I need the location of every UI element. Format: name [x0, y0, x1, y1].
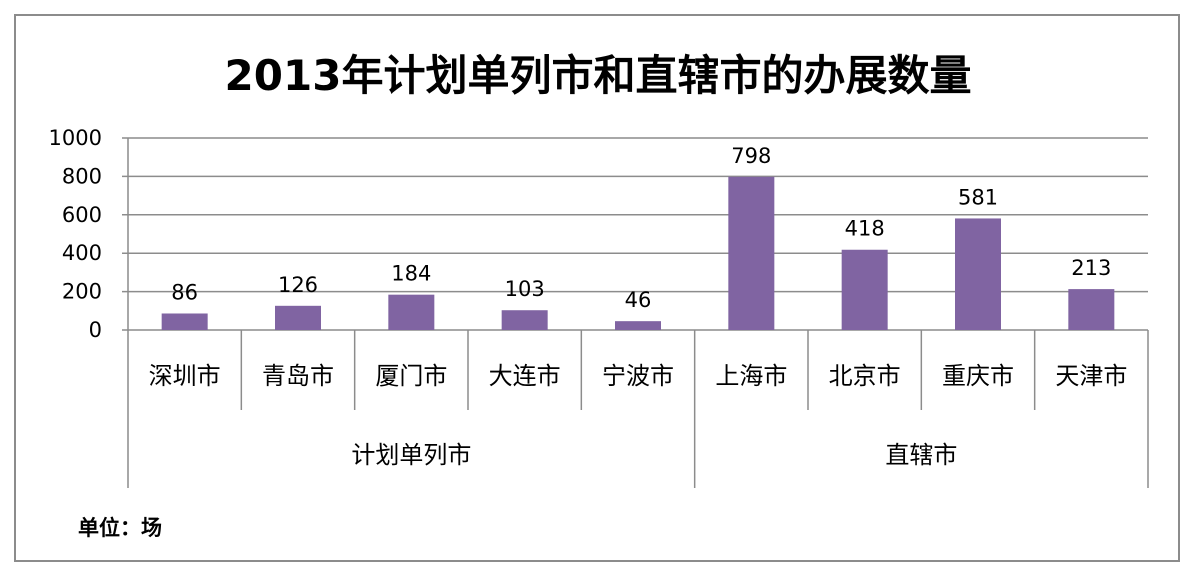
bar — [161, 313, 208, 330]
bars — [161, 176, 1115, 330]
y-tick-label: 0 — [89, 318, 102, 342]
x-tick-label: 大连市 — [489, 362, 561, 390]
bar — [955, 218, 1001, 330]
chart-title: 2013年计划单列市和直辖市的办展数量 — [225, 51, 972, 100]
y-tick-label: 1000 — [49, 126, 102, 150]
bar — [615, 321, 661, 330]
unit-note: 单位：场 — [78, 516, 162, 540]
x-tick-label: 重庆市 — [942, 362, 1014, 390]
y-tick-label: 200 — [62, 280, 102, 304]
bar — [728, 176, 775, 330]
data-label: 46 — [625, 288, 652, 312]
data-label: 581 — [958, 185, 998, 209]
data-label: 103 — [505, 277, 545, 301]
data-label: 798 — [731, 144, 771, 168]
x-tick-label: 厦门市 — [375, 362, 447, 390]
x-tick-label: 天津市 — [1055, 362, 1127, 390]
y-tick-label: 400 — [62, 241, 102, 265]
bar — [388, 294, 435, 330]
data-label: 126 — [278, 273, 318, 297]
data-label: 418 — [845, 217, 885, 241]
bar — [1068, 289, 1115, 330]
bar — [841, 249, 888, 330]
group-label: 计划单列市 — [351, 441, 471, 469]
y-tick-label: 600 — [62, 203, 102, 227]
bar — [275, 305, 321, 330]
data-label: 213 — [1071, 256, 1111, 280]
bar — [501, 310, 548, 330]
x-tick-label: 北京市 — [829, 362, 901, 390]
x-tick-label: 深圳市 — [149, 362, 221, 390]
y-tick-label: 800 — [62, 164, 102, 188]
x-tick-label: 青岛市 — [262, 362, 334, 390]
data-label: 86 — [171, 280, 198, 304]
data-labels: 86 126 184 103 46 798 418 581 213 — [171, 144, 1111, 312]
y-axis-ticks: 0 200 400 600 800 1000 — [49, 126, 102, 342]
data-label: 184 — [391, 262, 431, 286]
x-tick-label: 宁波市 — [602, 362, 674, 390]
group-label: 直辖市 — [885, 441, 957, 469]
x-tick-label: 上海市 — [715, 362, 787, 390]
